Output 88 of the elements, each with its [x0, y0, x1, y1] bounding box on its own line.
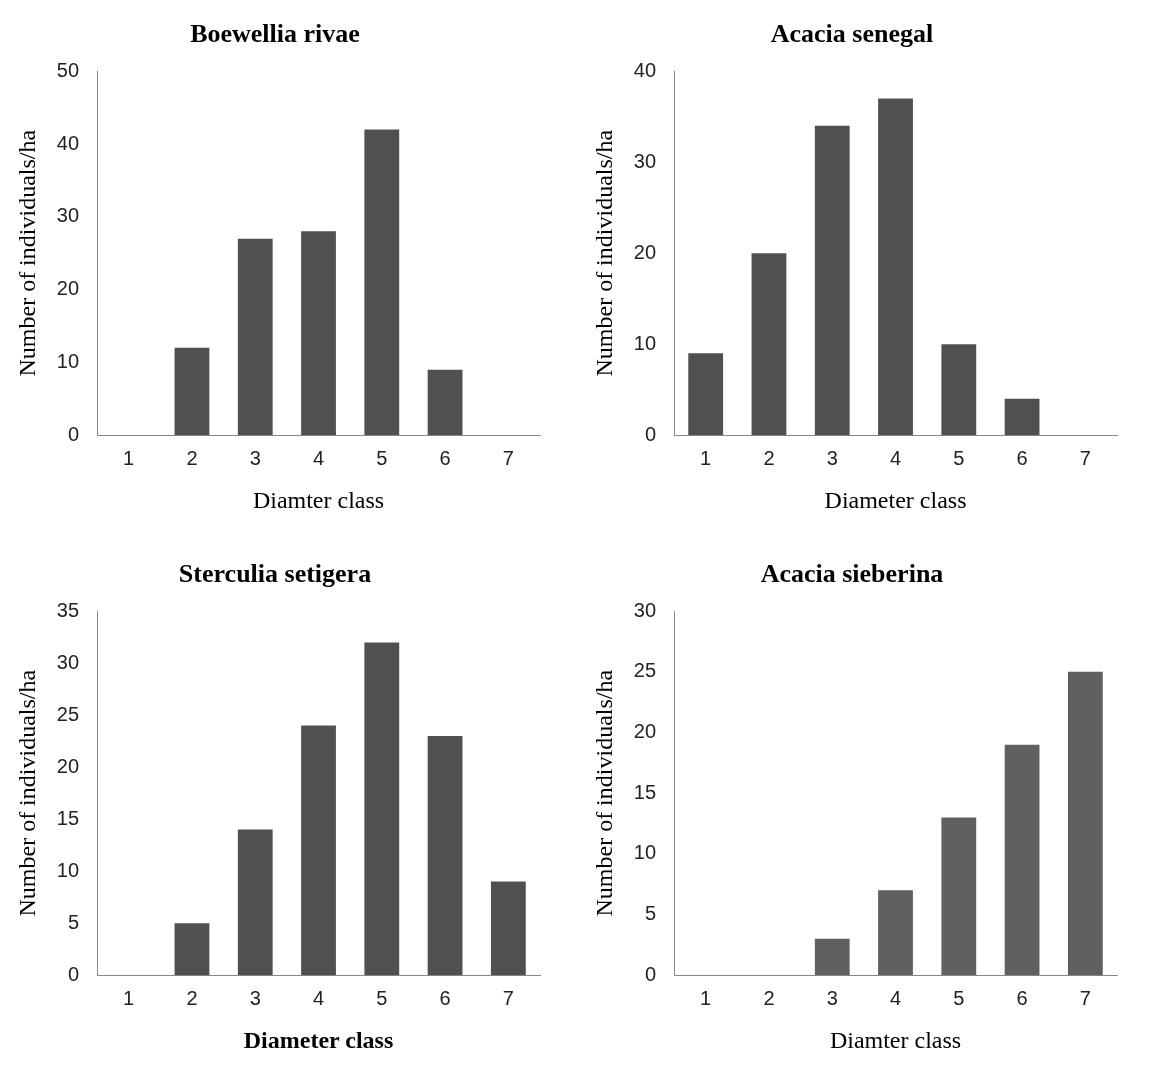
bar	[174, 347, 210, 436]
chart-title: Acacia sieberina	[760, 559, 944, 589]
x-tick-label: 1	[700, 446, 712, 469]
bar	[878, 890, 913, 976]
bar	[237, 238, 273, 436]
bar	[814, 125, 850, 436]
x-tick-label: 7	[502, 446, 514, 469]
x-tick-label: 6	[1016, 986, 1028, 1009]
x-tick-label: 3	[826, 986, 838, 1009]
x-axis-title: Diameter class	[243, 1026, 394, 1053]
y-tick-label: 10	[56, 858, 80, 881]
x-tick-label: 2	[763, 986, 775, 1009]
bar	[174, 923, 210, 976]
bar	[1004, 398, 1040, 436]
y-tick-label: 0	[644, 962, 657, 985]
y-axis-title: Number of individuals/ha	[13, 129, 40, 377]
x-axis-title: Diamter class	[252, 486, 385, 513]
y-tick-label: 10	[633, 841, 657, 864]
bar	[751, 253, 787, 436]
bar	[878, 98, 913, 436]
x-tick-label: 6	[439, 446, 451, 469]
x-tick-label: 4	[889, 986, 902, 1009]
y-tick-label: 30	[633, 149, 657, 172]
x-tick-label: 7	[502, 986, 514, 1009]
x-tick-label: 3	[249, 986, 261, 1009]
chart-title: Sterculia setigera	[178, 559, 372, 589]
y-tick-label: 25	[56, 702, 80, 725]
bar	[941, 344, 977, 436]
x-tick-label: 3	[249, 446, 261, 469]
y-tick-label: 20	[633, 240, 657, 263]
bar	[301, 725, 336, 976]
bar	[427, 736, 463, 976]
x-axis-title: Diameter class	[824, 486, 967, 513]
y-tick-label: 30	[56, 204, 80, 227]
bar	[1067, 671, 1103, 976]
bar	[490, 881, 526, 976]
x-tick-label: 4	[312, 446, 325, 469]
y-tick-label: 10	[56, 349, 80, 372]
x-axis-title: Diamter class	[829, 1026, 962, 1053]
x-tick-label: 1	[700, 986, 712, 1009]
x-tick-label: 4	[889, 446, 902, 469]
y-tick-label: 0	[644, 422, 657, 445]
x-tick-label: 2	[186, 446, 198, 469]
bar	[427, 369, 463, 436]
bar	[1004, 744, 1040, 976]
bar	[688, 353, 724, 436]
bar	[814, 938, 850, 976]
x-tick-label: 7	[1079, 986, 1091, 1009]
y-tick-label: 40	[56, 131, 80, 154]
chart-title: Boewellia rivae	[190, 19, 360, 49]
y-tick-label: 0	[67, 962, 80, 985]
bar	[301, 231, 336, 436]
y-tick-label: 5	[644, 902, 657, 925]
y-tick-label: 50	[56, 58, 80, 81]
y-tick-label: 35	[56, 598, 80, 621]
chart-title: Acacia senegal	[770, 19, 934, 49]
y-tick-label: 5	[67, 910, 80, 933]
x-tick-label: 6	[1016, 446, 1028, 469]
y-tick-label: 30	[56, 650, 80, 673]
y-tick-label: 25	[633, 659, 657, 682]
bar	[941, 817, 977, 976]
y-tick-label: 15	[633, 780, 657, 803]
bar	[364, 642, 400, 976]
x-tick-label: 5	[376, 986, 388, 1009]
y-axis-title: Number of individuals/ha	[590, 129, 617, 377]
x-tick-label: 1	[123, 986, 135, 1009]
x-tick-label: 5	[953, 986, 965, 1009]
y-tick-label: 40	[633, 58, 657, 81]
x-tick-label: 4	[312, 986, 325, 1009]
y-tick-label: 30	[633, 598, 657, 621]
x-tick-label: 1	[123, 446, 135, 469]
x-tick-label: 5	[376, 446, 388, 469]
x-tick-label: 3	[826, 446, 838, 469]
x-tick-label: 5	[953, 446, 965, 469]
x-tick-label: 7	[1079, 446, 1091, 469]
x-tick-label: 2	[186, 986, 198, 1009]
bar	[364, 129, 400, 436]
y-tick-label: 10	[633, 331, 657, 354]
y-tick-label: 20	[633, 720, 657, 743]
y-tick-label: 20	[56, 277, 80, 300]
x-tick-label: 2	[763, 446, 775, 469]
y-tick-label: 15	[56, 806, 80, 829]
y-tick-label: 0	[67, 422, 80, 445]
bar	[237, 829, 273, 976]
y-axis-title: Number of individuals/ha	[590, 669, 617, 917]
y-axis-title: Number of individuals/ha	[13, 669, 40, 917]
y-tick-label: 20	[56, 754, 80, 777]
x-tick-label: 6	[439, 986, 451, 1009]
